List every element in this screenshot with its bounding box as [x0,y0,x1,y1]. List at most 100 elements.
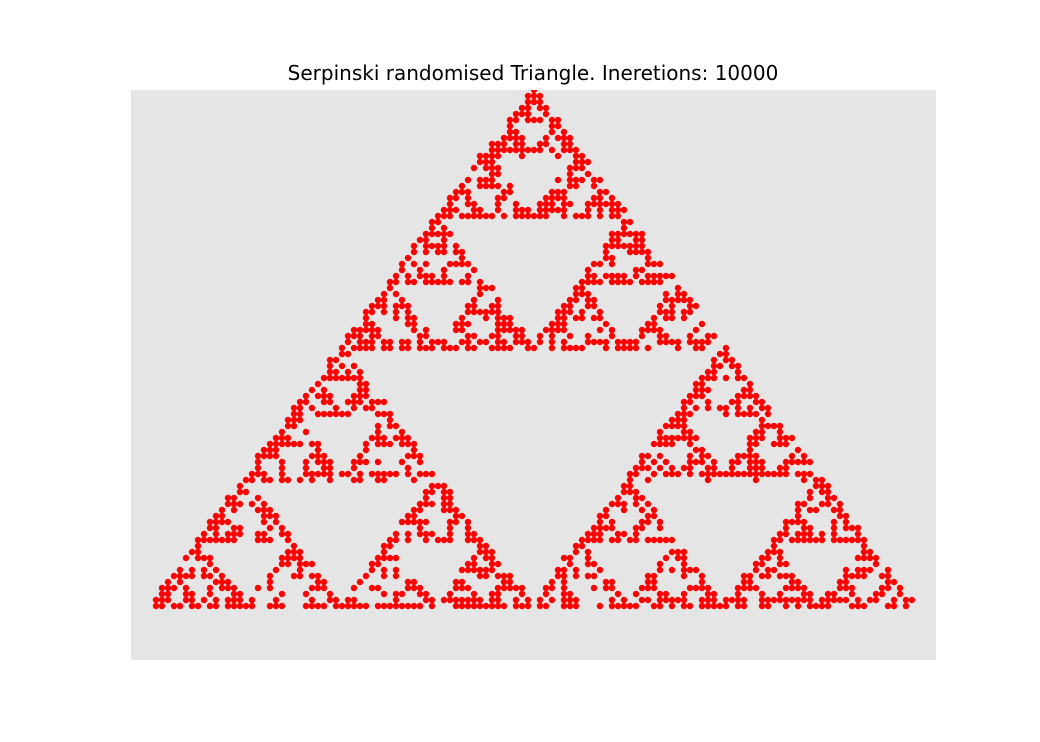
scatter-point [392,308,400,316]
scatter-point [578,278,586,286]
scatter-point [368,332,376,340]
scatter-point [686,392,694,400]
scatter-point [572,314,580,322]
scatter-point [194,542,202,550]
scatter-point [374,476,382,484]
scatter-point [692,302,700,310]
scatter-point [650,278,658,286]
scatter-point [644,500,652,508]
scatter-point [350,584,358,592]
scatter-point [680,308,688,316]
scatter-point [590,182,598,190]
scatter-point [386,602,394,610]
scatter-point [326,464,334,472]
scatter-point [632,242,640,250]
scatter-point [758,398,766,406]
scatter-point [362,338,370,346]
scatter-point [752,464,760,472]
scatter-point [476,284,484,292]
scatter-point [572,284,580,292]
scatter-point [374,326,382,334]
scatter-point [290,542,298,550]
scatter-point [320,584,328,592]
scatter-point [632,494,640,502]
scatter-point [584,158,592,166]
scatter-point [368,404,376,412]
scatter-point [728,458,736,466]
scatter-point [362,344,370,352]
scatter-point [488,140,496,148]
scatter-point [350,404,358,412]
scatter-point [566,602,574,610]
scatter-point [212,578,220,586]
scatter-point [452,596,460,604]
scatter-point [530,116,538,124]
scatter-point [596,278,604,286]
scatter-point [596,566,604,574]
scatter-point [410,518,418,526]
scatter-point [512,212,520,220]
scatter-point [704,404,712,412]
scatter-point [758,470,766,478]
scatter-point [686,584,694,592]
scatter-point [470,596,478,604]
scatter-point [212,518,220,526]
scatter-point [638,464,646,472]
scatter-point [494,206,502,214]
scatter-point [866,548,874,556]
scatter-point [746,458,754,466]
scatter-point [494,590,502,598]
scatter-point [902,596,910,604]
scatter-point [464,530,472,538]
scatter-point [392,530,400,538]
scatter-point [548,326,556,334]
scatter-point [644,518,652,526]
scatter-point [338,470,346,478]
scatter-point [416,530,424,538]
scatter-point [488,176,496,184]
scatter-point [656,518,664,526]
scatter-point [596,518,604,526]
scatter-point [326,590,334,598]
scatter-point [320,374,328,382]
scatter-point [326,458,334,466]
scatter-point [164,596,172,604]
scatter-point [176,578,184,586]
scatter-point [704,470,712,478]
scatter-point [464,188,472,196]
scatter-point [620,242,628,250]
scatter-point [386,278,394,286]
scatter-point [572,158,580,166]
scatter-point [608,272,616,280]
scatter-point [518,134,526,142]
scatter-point [380,434,388,442]
scatter-point [596,338,604,346]
scatter-point [260,452,268,460]
scatter-point [164,590,172,598]
scatter-point [800,518,808,526]
scatter-point [680,428,688,436]
scatter-point [422,272,430,280]
scatter-point [506,146,514,154]
scatter-point [410,326,418,334]
scatter-point [458,278,466,286]
scatter-point [506,182,514,190]
scatter-point [602,320,610,328]
scatter-point [626,344,634,352]
scatter-point [368,320,376,328]
scatter-point [806,470,814,478]
scatter-point [674,554,682,562]
scatter-point [608,242,616,250]
scatter-point [368,398,376,406]
scatter-point [494,344,502,352]
scatter-point [506,320,514,328]
scatter-point [200,596,208,604]
scatter-point [710,374,718,382]
scatter-point [626,488,634,496]
scatter-point [350,392,358,400]
scatter-point [452,512,460,520]
scatter-point [800,470,808,478]
scatter-point [314,440,322,448]
scatter-point [662,554,670,562]
